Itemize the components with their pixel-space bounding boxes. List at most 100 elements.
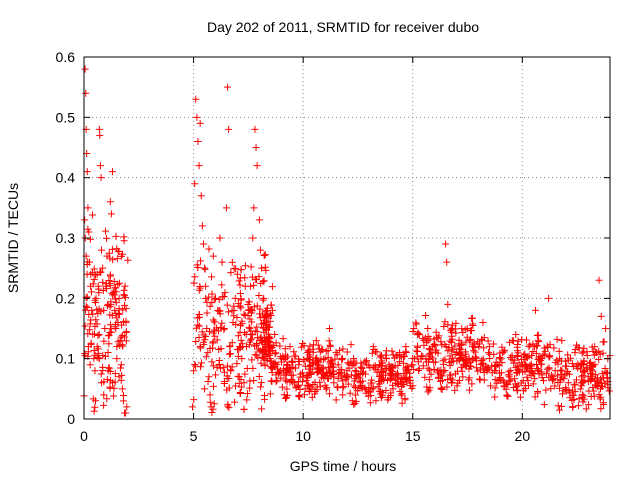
data-point	[332, 396, 340, 404]
data-point	[531, 375, 539, 383]
data-point	[114, 309, 122, 317]
data-point	[115, 305, 123, 313]
data-point	[284, 391, 292, 399]
data-point	[120, 291, 128, 299]
data-point	[318, 346, 326, 354]
data-point	[257, 383, 265, 391]
data-point	[299, 373, 307, 381]
data-point	[466, 362, 474, 370]
data-point	[309, 345, 317, 353]
data-point	[494, 361, 502, 369]
data-point	[592, 348, 600, 356]
data-point	[108, 245, 116, 253]
data-point	[317, 356, 325, 364]
data-point	[541, 347, 549, 355]
data-point	[569, 403, 577, 411]
data-point	[302, 377, 310, 385]
data-point	[467, 363, 475, 371]
data-point	[116, 337, 124, 345]
data-points	[80, 65, 614, 417]
data-point	[90, 265, 98, 273]
data-point	[237, 336, 245, 344]
data-point	[334, 375, 342, 383]
data-point	[579, 348, 587, 356]
y-tick-label: 0.5	[56, 109, 76, 125]
data-point	[579, 360, 587, 368]
data-point	[91, 403, 99, 411]
data-point	[559, 390, 567, 398]
data-point	[452, 319, 460, 327]
data-point	[595, 276, 603, 284]
data-point	[558, 367, 566, 375]
data-point	[209, 329, 217, 337]
data-point	[105, 340, 113, 348]
data-point	[270, 360, 278, 368]
data-point	[261, 351, 269, 359]
data-point	[267, 311, 275, 319]
data-point	[233, 360, 241, 368]
data-point	[123, 403, 131, 411]
data-point	[122, 328, 130, 336]
data-point	[93, 270, 101, 278]
data-point	[410, 365, 418, 373]
data-point	[262, 266, 270, 274]
data-point	[522, 362, 530, 370]
data-point	[312, 355, 320, 363]
data-point	[397, 353, 405, 361]
data-point	[244, 306, 252, 314]
data-point	[329, 363, 337, 371]
data-point	[555, 347, 563, 355]
data-point	[342, 376, 350, 384]
data-point	[476, 340, 484, 348]
data-point	[85, 228, 93, 236]
data-point	[397, 391, 405, 399]
data-point	[262, 318, 270, 326]
data-point	[437, 338, 445, 346]
data-point	[470, 339, 478, 347]
data-point	[438, 376, 446, 384]
data-point	[260, 251, 268, 259]
data-point	[545, 352, 553, 360]
data-point	[351, 383, 359, 391]
data-point	[191, 180, 199, 188]
data-point	[266, 390, 274, 398]
data-point	[120, 237, 128, 245]
data-point	[587, 370, 595, 378]
data-point	[545, 364, 553, 372]
data-point	[438, 341, 446, 349]
data-point	[248, 356, 256, 364]
data-point	[106, 198, 114, 206]
data-point	[558, 337, 566, 345]
data-point	[117, 364, 125, 372]
data-point	[468, 380, 476, 388]
data-point	[225, 350, 233, 358]
data-point	[472, 355, 480, 363]
data-point	[382, 386, 390, 394]
data-point	[455, 340, 463, 348]
data-point	[100, 337, 108, 345]
data-point	[200, 331, 208, 339]
data-point	[448, 325, 456, 332]
data-point	[112, 325, 120, 332]
data-point	[247, 263, 255, 271]
data-point	[97, 370, 105, 378]
data-point	[456, 354, 464, 362]
data-point	[491, 376, 499, 384]
data-point	[595, 347, 603, 355]
data-point	[451, 342, 459, 350]
data-point	[227, 269, 235, 277]
data-point	[396, 358, 404, 366]
data-point	[493, 379, 501, 387]
data-point	[195, 311, 203, 319]
data-point	[100, 306, 108, 314]
data-point	[311, 378, 319, 386]
data-point	[195, 162, 203, 170]
data-point	[230, 306, 238, 314]
data-point	[392, 371, 400, 379]
data-point	[121, 282, 129, 290]
data-point	[605, 387, 613, 395]
data-point	[553, 371, 561, 379]
data-point	[456, 344, 464, 352]
data-point	[458, 325, 466, 333]
